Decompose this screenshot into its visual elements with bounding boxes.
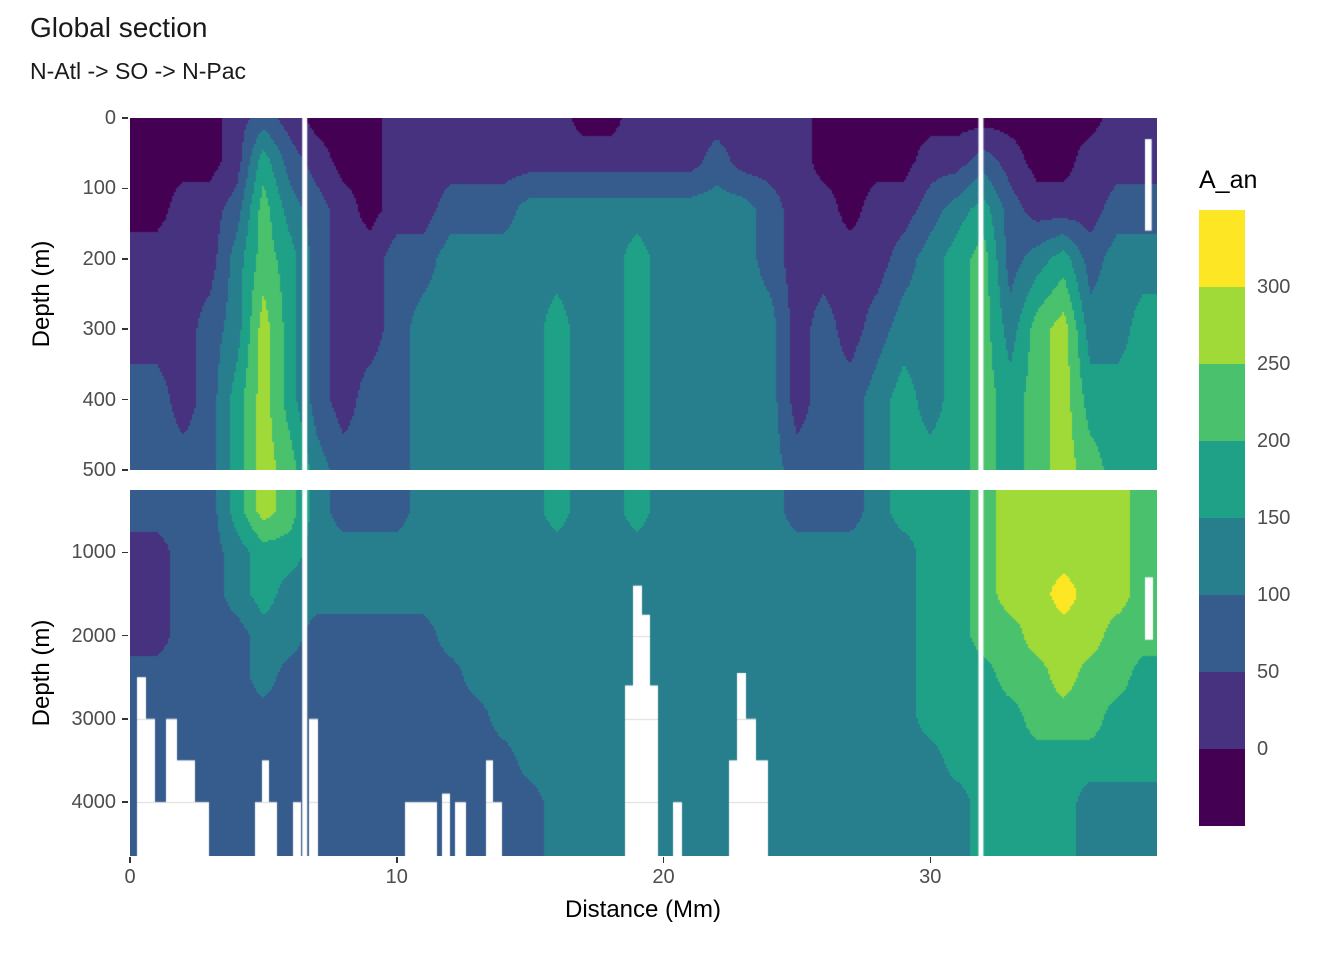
legend-label-300: 300 xyxy=(1257,276,1291,298)
legend-key-2 xyxy=(1199,364,1245,441)
x-tick-mark-3 xyxy=(929,857,931,863)
legend-key-3 xyxy=(1199,441,1245,518)
x-tick-label-2: 20 xyxy=(652,866,675,888)
y-upper-tick-label-1: 100 xyxy=(82,177,116,200)
y-upper-tick-label-3: 300 xyxy=(82,318,116,341)
plot-title: Global section xyxy=(30,12,208,43)
legend-key-1 xyxy=(1199,287,1245,364)
y-upper-tick-label-4: 400 xyxy=(82,388,116,411)
y-upper-tick-mark-0 xyxy=(122,117,128,119)
x-tick-mark-2 xyxy=(662,857,665,863)
legend-key-6 xyxy=(1199,672,1245,749)
y-lower-tick-mark-2 xyxy=(122,718,128,720)
x-tick-label-0: 0 xyxy=(124,866,136,888)
y-lower-tick-mark-3 xyxy=(122,801,128,803)
legend-label-50: 50 xyxy=(1257,661,1280,683)
y-lower-tick-label-2: 3000 xyxy=(71,707,117,730)
legend-title: A_an xyxy=(1199,166,1258,194)
lower-panel-contour xyxy=(130,490,1157,856)
legend-key-7 xyxy=(1199,749,1245,826)
upper-panel-contour xyxy=(130,118,1157,470)
y-upper-tick-label-2: 200 xyxy=(82,247,116,270)
legend-label-150: 150 xyxy=(1257,507,1291,529)
y-upper-tick-mark-2 xyxy=(122,258,128,260)
x-tick-mark-0 xyxy=(129,857,131,863)
legend-label-250: 250 xyxy=(1257,353,1291,375)
y-lower-tick-label-3: 4000 xyxy=(71,790,117,813)
y-upper-tick-mark-4 xyxy=(122,398,128,401)
legend-key-0 xyxy=(1199,210,1245,287)
y-lower-tick-mark-0 xyxy=(122,551,128,554)
y-upper-tick-label-0: 0 xyxy=(104,107,116,129)
plot-subtitle: N-Atl -> SO -> N-Pac xyxy=(30,58,246,84)
legend-label-100: 100 xyxy=(1257,584,1291,606)
y-lower-tick-label-0: 1000 xyxy=(71,541,117,564)
legend-key-5 xyxy=(1199,595,1245,672)
x-tick-label-1: 10 xyxy=(385,866,408,888)
y-lower-tick-label-1: 2000 xyxy=(71,624,117,647)
x-tick-label-3: 30 xyxy=(919,866,942,888)
x-tick-mark-1 xyxy=(396,857,398,863)
y-upper-tick-mark-5 xyxy=(122,469,128,471)
y-lower-tick-mark-1 xyxy=(122,634,128,637)
y-upper-tick-label-5: 500 xyxy=(82,459,116,481)
legend-label-0: 0 xyxy=(1257,738,1269,760)
x-axis-title: Distance (Mm) xyxy=(564,896,722,923)
y-upper-tick-mark-3 xyxy=(122,328,128,330)
y-upper-tick-mark-1 xyxy=(122,187,128,190)
legend-key-4 xyxy=(1199,518,1245,595)
legend-label-200: 200 xyxy=(1257,430,1291,452)
